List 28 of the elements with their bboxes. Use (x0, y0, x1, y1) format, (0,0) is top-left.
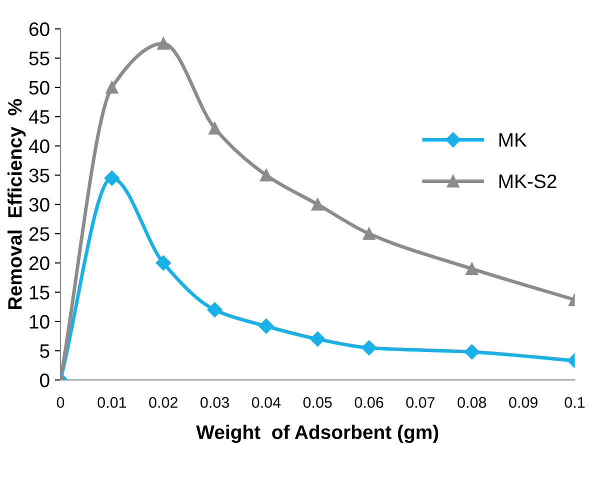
y-tick-label: 55 (29, 52, 50, 66)
y-tick-label: 50 (29, 80, 50, 95)
x-tick-label: 0.07 (406, 397, 435, 408)
x-tick-label: 0.05 (303, 397, 332, 408)
x-tick-label: 0.02 (149, 397, 178, 408)
y-tick-label: 35 (29, 168, 50, 182)
legend-label: MK-S2 (499, 174, 556, 188)
x-tick-label: 0.1 (564, 397, 585, 408)
x-tick-label: 0.01 (98, 397, 126, 408)
y-tick-label: 10 (30, 314, 50, 329)
y-tick-label: 5 (40, 344, 50, 358)
legend-label: MK (499, 133, 527, 147)
y-tick-label: 15 (30, 286, 50, 300)
y-tick-label: 60 (29, 22, 50, 36)
y-tick-label: 30 (29, 198, 50, 212)
y-tick-label: 45 (28, 110, 50, 124)
y-tick-label: 0 (40, 373, 50, 388)
y-axis-title: Removal Efficiency % (8, 99, 26, 310)
x-axis-title: Weight of Adsorbent (gm) (196, 424, 438, 443)
x-tick-label: 0.06 (354, 397, 384, 408)
y-tick-label: 20 (29, 256, 50, 270)
x-tick-label: 0.09 (509, 397, 538, 408)
x-tick-label: 0.04 (252, 397, 281, 408)
y-tick-label: 40 (28, 139, 50, 154)
y-tick-label: 25 (29, 227, 50, 241)
x-tick-label: 0.08 (458, 397, 486, 408)
x-tick-label: 0 (56, 397, 64, 408)
x-tick-label: 0.03 (200, 397, 229, 408)
